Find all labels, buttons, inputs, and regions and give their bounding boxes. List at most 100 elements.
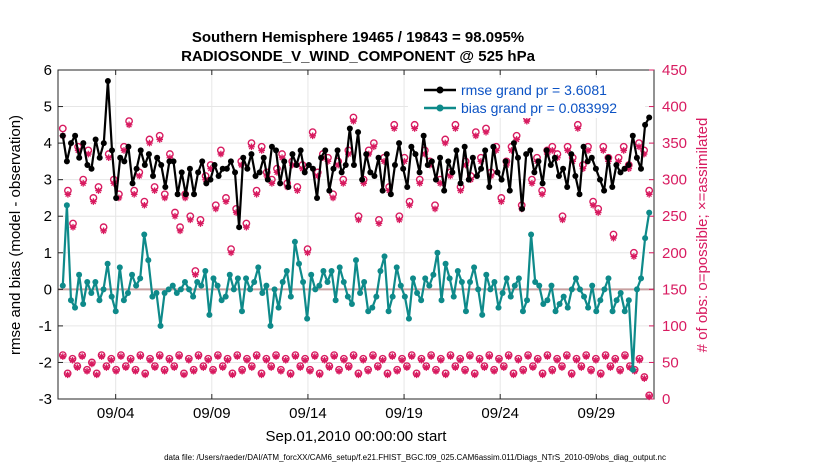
x-tick-label: 09/14 (289, 405, 327, 422)
rmse-point (391, 162, 398, 169)
bias-point (88, 289, 95, 296)
rmse-point (100, 140, 107, 147)
bias-point (247, 286, 254, 293)
rmse-point (490, 143, 497, 150)
bias-point (243, 275, 250, 282)
obs-assimilated-marker (277, 367, 285, 375)
obs-assimilated-marker (436, 180, 444, 187)
bias-point (491, 279, 498, 286)
obs-assimilated-marker (510, 371, 517, 379)
rmse-point (588, 154, 595, 161)
rmse-point (564, 183, 571, 190)
bias-point (234, 275, 241, 282)
obs-assimilated-marker (406, 201, 413, 209)
rmse-point (502, 158, 509, 165)
y-left-tick-label: -2 (39, 354, 52, 371)
bias-point (161, 289, 168, 296)
y-right-tick-label: 100 (662, 318, 687, 335)
obs-assimilated-marker (364, 367, 372, 375)
obs-assimilated-marker (350, 353, 357, 360)
obs-assimilated-marker (166, 356, 173, 364)
obs-assimilated-marker (452, 125, 459, 132)
obs-assimilated-marker (549, 147, 556, 154)
obs-assimilated-marker (204, 356, 212, 364)
bias-point (157, 322, 164, 329)
x-axis-label: Sep.01,2010 00:00:00 start (266, 428, 448, 445)
obs-assimilated-marker (374, 364, 382, 371)
obs-assimilated-marker (282, 356, 290, 364)
bias-point (226, 271, 233, 278)
rmse-point (268, 143, 275, 150)
rmse-point (551, 154, 558, 161)
obs-assimilated-marker (232, 209, 240, 216)
rmse-point (465, 176, 472, 183)
obs-assimilated-marker (306, 367, 314, 375)
rmse-point (424, 162, 431, 169)
rmse-point (568, 151, 575, 158)
obs-assimilated-marker (616, 367, 624, 375)
x-tick-label: 09/09 (193, 405, 231, 422)
bias-point (471, 264, 478, 271)
obs-assimilated-marker (375, 220, 383, 227)
bias-point (181, 279, 188, 286)
chart-subtitle: RADIOSONDE_V_WIND_COMPONENT @ 525 hPa (181, 48, 536, 65)
rmse-point (301, 169, 308, 176)
rmse-point (383, 151, 390, 158)
obs-assimilated-marker (515, 356, 522, 364)
obs-assimilated-marker (314, 172, 322, 180)
x-tick-label: 09/24 (481, 405, 519, 422)
obs-assimilated-marker (103, 364, 110, 371)
obs-assimilated-marker (589, 201, 597, 209)
obs-assimilated-marker (636, 356, 643, 364)
bias-point (633, 286, 640, 293)
rmse-point (601, 187, 608, 194)
bias-point (112, 308, 119, 315)
bias-point (153, 289, 160, 296)
bias-point (165, 286, 172, 293)
rmse-point (203, 180, 210, 187)
rmse-point (469, 154, 476, 161)
bias-point (568, 286, 575, 293)
bias-point (308, 271, 315, 278)
obs-assimilated-marker (579, 165, 587, 172)
y-right-tick-label: 250 (662, 208, 687, 225)
bias-point (515, 275, 522, 282)
obs-assimilated-marker (316, 371, 323, 379)
obs-assimilated-marker (461, 367, 469, 375)
rmse-point (535, 158, 542, 165)
bias-point (646, 209, 653, 216)
rmse-point (404, 183, 411, 190)
bias-point (67, 297, 74, 304)
obs-assimilated-marker (519, 367, 527, 375)
rmse-point (486, 183, 493, 190)
rmse-point (330, 165, 337, 172)
x-tick-label: 09/19 (385, 405, 423, 422)
y-right-tick-label: 50 (662, 354, 679, 371)
bias-point (385, 308, 392, 315)
obs-assimilated-marker (401, 158, 408, 165)
obs-assimilated-marker (214, 353, 222, 360)
rmse-point (346, 125, 353, 132)
obs-assimilated-marker (641, 375, 648, 382)
rmse-point (342, 162, 349, 169)
obs-assimilated-marker (568, 371, 575, 379)
obs-assimilated-marker (564, 147, 571, 154)
rmse-point (519, 205, 526, 212)
obs-assimilated-marker (233, 353, 241, 360)
obs-assimilated-marker (396, 216, 403, 224)
obs-assimilated-marker (544, 353, 551, 360)
obs-assimilated-marker (477, 158, 485, 165)
rmse-point (613, 162, 620, 169)
obs-assimilated-marker (505, 353, 512, 360)
bias-point (348, 300, 355, 307)
bias-point (625, 297, 632, 304)
rmse-point (572, 173, 579, 180)
rmse-point (273, 147, 280, 154)
obs-assimilated-marker (200, 364, 207, 371)
bias-point (295, 260, 302, 267)
bias-point (536, 282, 543, 289)
obs-assimilated-marker (482, 128, 490, 136)
bias-point (393, 264, 400, 271)
rmse-point (121, 158, 128, 165)
obs-assimilated-marker (457, 187, 464, 194)
